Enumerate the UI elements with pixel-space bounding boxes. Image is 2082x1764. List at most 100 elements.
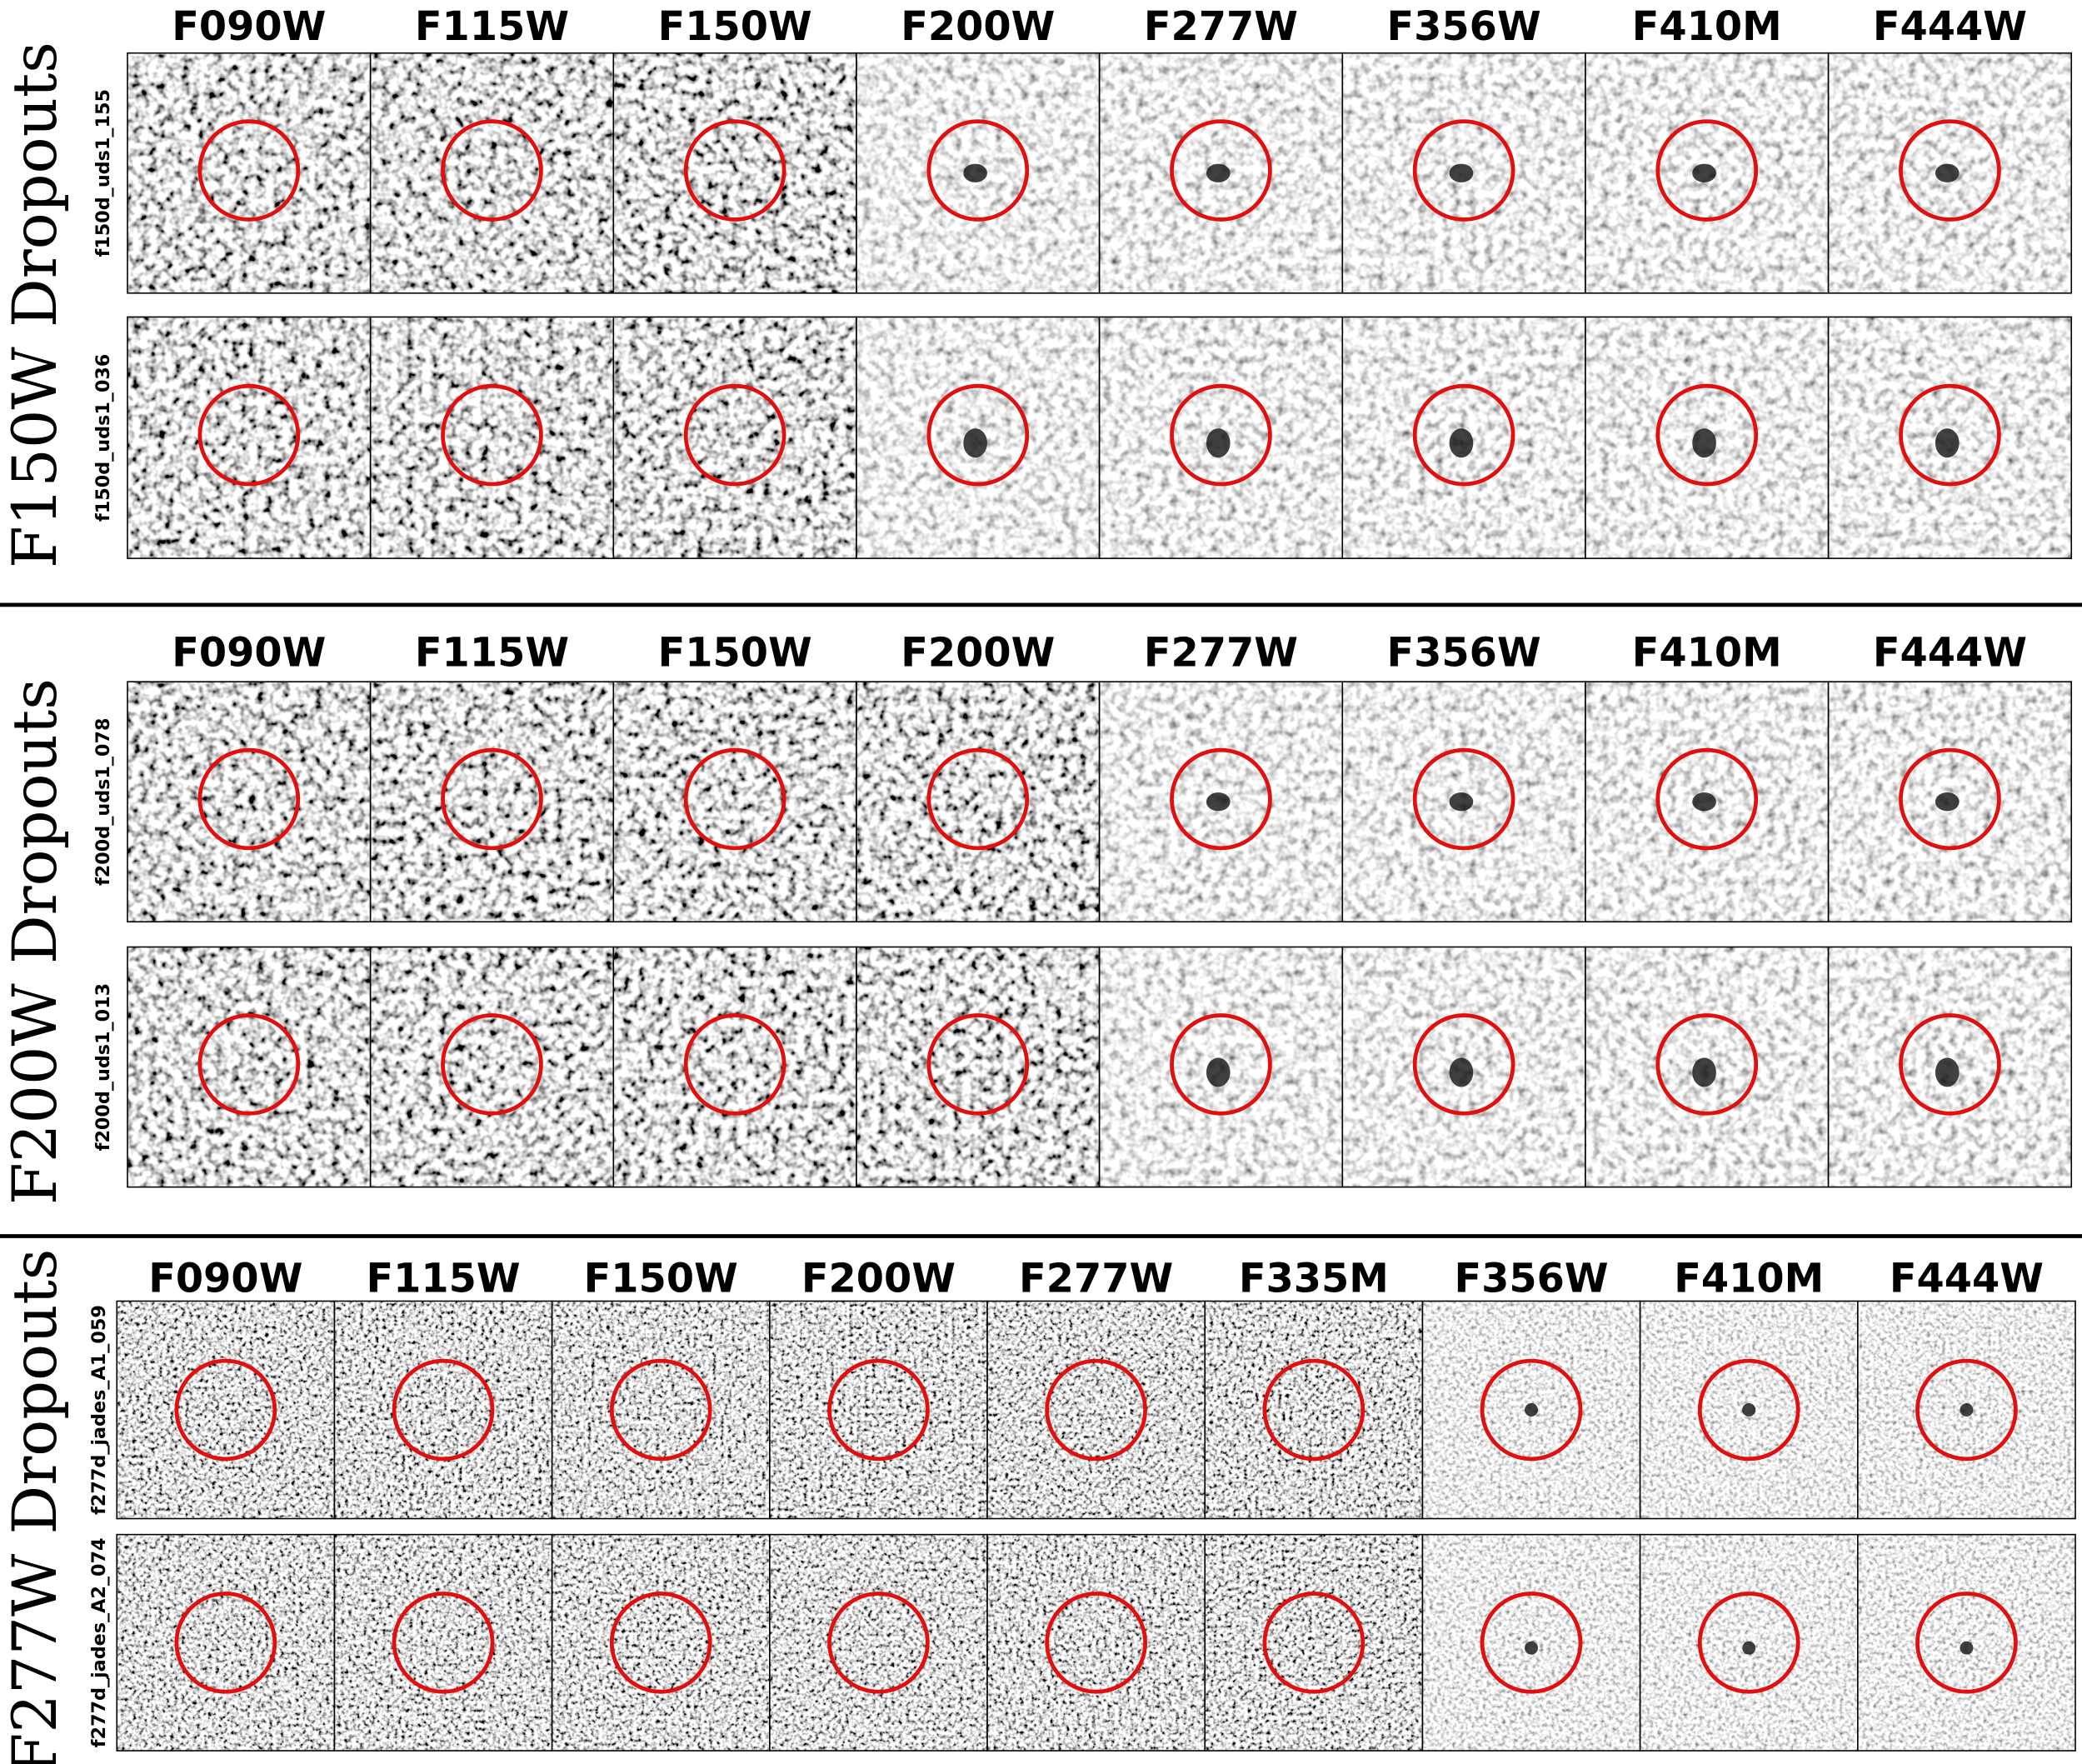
source-blob (1935, 163, 1960, 182)
stamp-image (769, 1534, 988, 1752)
aperture-circle (174, 1592, 277, 1694)
source-blob (1692, 163, 1716, 182)
aperture-circle (1915, 1592, 2018, 1694)
object-id: f200d_uds1_013 (92, 983, 114, 1151)
aperture-circle (1412, 747, 1515, 851)
stamp-image (127, 682, 371, 922)
aperture-circle (441, 119, 543, 222)
aperture-circle (1697, 1592, 1800, 1694)
filter-header: F410M (1632, 4, 1782, 50)
stamp-image (1205, 1534, 1423, 1752)
aperture-circle (609, 1358, 712, 1462)
aperture-circle (1045, 1358, 1147, 1462)
source-blob (1960, 1403, 1974, 1417)
source-blob (1206, 1057, 1231, 1087)
aperture-circle (1480, 1592, 1583, 1694)
stamp-frame (1827, 946, 2073, 1188)
filter-header: F356W (1387, 630, 1541, 676)
source-blob (1206, 428, 1231, 458)
aperture-circle (683, 747, 786, 851)
stamp-image (613, 317, 856, 559)
stamp-frame (1827, 681, 2073, 923)
stamp-image (370, 317, 614, 559)
aperture-circle (1170, 383, 1272, 487)
source-blob (1525, 1641, 1539, 1655)
stamp-image (552, 1534, 770, 1752)
object-id: f150d_uds1_155 (92, 89, 114, 257)
filter-header: F090W (172, 630, 326, 676)
aperture-circle (197, 383, 301, 487)
aperture-circle (1899, 119, 2001, 222)
filter-header: F277W (1144, 4, 1298, 50)
source-blob (1525, 1403, 1539, 1417)
source-blob (963, 163, 987, 182)
filter-header: F200W (901, 630, 1055, 676)
aperture-circle (1170, 1013, 1272, 1116)
aperture-circle (1170, 747, 1272, 851)
stamp-image (987, 1534, 1206, 1752)
source-blob (1692, 792, 1716, 812)
stamp-image (334, 1301, 552, 1519)
stamp-image (127, 947, 371, 1187)
object-id: f150d_uds1_036 (92, 354, 114, 522)
stamp-image (117, 1534, 335, 1752)
stamp-frame (1857, 1533, 2076, 1752)
aperture-circle (827, 1592, 930, 1694)
filter-header: F444W (1873, 630, 2027, 676)
stamp-image (1205, 1301, 1423, 1519)
stamp-image (856, 682, 1100, 922)
stamp-image (613, 947, 856, 1187)
object-id: f277d_jades_A1_059 (88, 1305, 110, 1515)
source-blob (1449, 792, 1474, 812)
stamp-image (127, 317, 371, 559)
filter-header: F277W (1019, 1257, 1173, 1302)
aperture-circle (441, 747, 543, 851)
filter-header: F200W (901, 4, 1055, 50)
aperture-circle (1412, 119, 1515, 222)
stamp-image (370, 682, 614, 922)
stamp-frame (1857, 1300, 2076, 1520)
source-blob (1449, 1057, 1474, 1087)
aperture-circle (1655, 383, 1759, 487)
aperture-circle (1899, 747, 2001, 851)
source-blob (1692, 1057, 1716, 1087)
aperture-circle (1045, 1592, 1147, 1694)
aperture-circle (1480, 1358, 1583, 1462)
stamp-image (370, 52, 614, 293)
stamp-image (613, 682, 856, 922)
aperture-circle (1899, 383, 2001, 487)
filter-header: F410M (1674, 1257, 1824, 1302)
aperture-circle (1412, 1013, 1515, 1116)
object-id: f277d_jades_A2_074 (88, 1538, 110, 1748)
aperture-circle (441, 1013, 543, 1116)
source-blob (1935, 1057, 1960, 1087)
aperture-circle (1655, 119, 1759, 222)
aperture-circle (1262, 1358, 1366, 1462)
stamp-image (613, 52, 856, 293)
source-blob (1742, 1641, 1756, 1655)
filter-header: F277W (1144, 630, 1298, 676)
aperture-circle (926, 119, 1030, 222)
filter-header: F356W (1387, 4, 1541, 50)
aperture-circle (683, 383, 786, 487)
aperture-circle (1655, 747, 1759, 851)
stamp-image (856, 947, 1100, 1187)
filter-header: F150W (658, 630, 812, 676)
aperture-circle (1170, 119, 1272, 222)
aperture-circle (392, 1358, 495, 1462)
stamp-image (552, 1301, 770, 1519)
stamp-image (987, 1301, 1206, 1519)
aperture-circle (827, 1358, 930, 1462)
source-blob (1449, 163, 1474, 182)
aperture-circle (609, 1592, 712, 1694)
filter-header: F356W (1454, 1257, 1608, 1302)
stamp-image (127, 52, 371, 293)
group-label: F150W Dropouts (0, 42, 71, 568)
aperture-circle (926, 747, 1030, 851)
aperture-circle (197, 1013, 301, 1116)
aperture-circle (1915, 1358, 2018, 1462)
source-blob (1935, 428, 1960, 458)
source-blob (1935, 792, 1960, 812)
aperture-circle (441, 383, 543, 487)
